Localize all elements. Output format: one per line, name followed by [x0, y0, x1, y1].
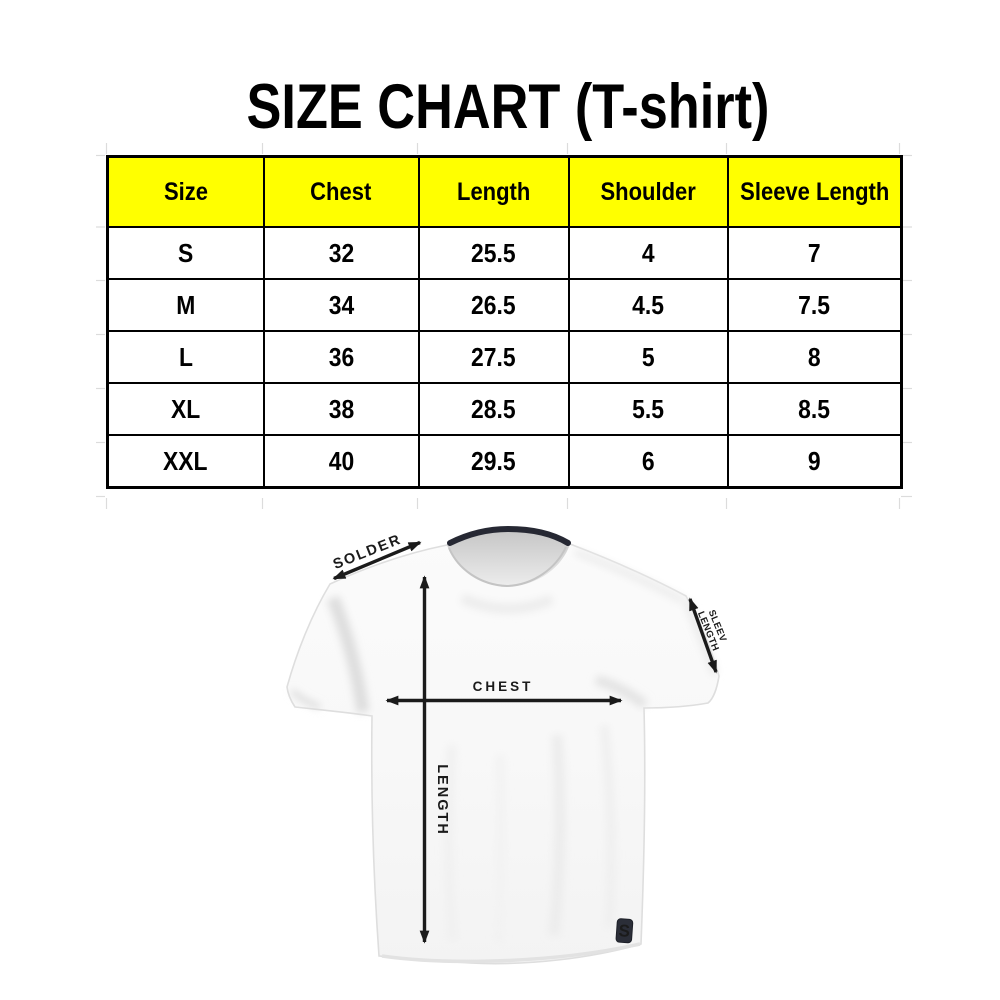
shoulder-cell: 4 — [567, 226, 729, 280]
cell-value: 36 — [328, 341, 354, 372]
length-cell: 27.5 — [417, 330, 570, 384]
shoulder-cell: 5 — [567, 330, 729, 384]
cell-value: 5.5 — [632, 393, 664, 424]
cell-value: XXL — [163, 445, 208, 476]
table-row: XXL 40 29.5 6 9 — [106, 434, 903, 489]
table-row: S 32 25.5 4 7 — [106, 226, 903, 280]
cell-value: 34 — [328, 289, 354, 320]
sleeve-length-cell: 7.5 — [726, 278, 903, 332]
shoulder-cell: 4.5 — [567, 278, 729, 332]
length-cell: 28.5 — [417, 382, 570, 436]
cell-value: XL — [171, 393, 201, 424]
cell-value: M — [176, 289, 196, 320]
shoulder-cell: 6 — [567, 434, 729, 489]
size-table: Size Chest Length Shoulder Sleeve Length… — [106, 155, 903, 489]
collar — [447, 525, 571, 546]
sleeve-length-cell: 7 — [726, 226, 903, 280]
header-label: Shoulder — [600, 177, 696, 206]
sleeve-length-cell: 8 — [726, 330, 903, 384]
header-cell-size: Size — [106, 155, 265, 228]
table-row: M 34 26.5 4.5 7.5 — [106, 278, 903, 332]
header-label: Size — [163, 177, 208, 206]
cell-value: L — [178, 341, 193, 372]
cell-value: 29.5 — [471, 445, 516, 476]
sleeve-length-cell: 8.5 — [726, 382, 903, 436]
cell-value: 7.5 — [798, 289, 831, 320]
length-label: LENGTH — [434, 764, 450, 836]
sleeve-label: SLEEV LENGTH — [695, 606, 731, 653]
length-cell: 25.5 — [417, 226, 570, 280]
neckline-seam — [448, 546, 567, 588]
sleeve-length-cell: 9 — [726, 434, 903, 489]
size-cell: L — [106, 330, 265, 384]
cell-value: 32 — [328, 237, 354, 268]
chest-cell: 40 — [262, 434, 420, 489]
fabric-shading — [290, 548, 719, 946]
cell-value: 4.5 — [632, 289, 664, 320]
size-cell: XXL — [106, 434, 265, 489]
chest-cell: 32 — [262, 226, 420, 280]
header-cell-sleeve-length: Sleeve Length — [726, 155, 903, 228]
shoulder-cell: 5.5 — [567, 382, 729, 436]
table-row: XL 38 28.5 5.5 8.5 — [106, 382, 903, 436]
header-cell-chest: Chest — [262, 155, 420, 228]
cell-value: 28.5 — [471, 393, 516, 424]
chest-cell: 36 — [262, 330, 420, 384]
cell-value: 8 — [807, 341, 821, 372]
cell-value: 27.5 — [471, 341, 516, 372]
size-cell: M — [106, 278, 265, 332]
cell-value: 5 — [641, 341, 655, 372]
length-cell: 26.5 — [417, 278, 570, 332]
header-cell-shoulder: Shoulder — [567, 155, 729, 228]
cell-value: 25.5 — [471, 237, 516, 268]
header-row: Size Chest Length Shoulder Sleeve Length — [106, 155, 903, 228]
cell-value: 40 — [328, 445, 354, 476]
chest-label: CHEST — [473, 679, 534, 694]
measurement-arrows — [332, 540, 718, 944]
chest-cell: 34 — [262, 278, 420, 332]
cell-value: 8.5 — [798, 393, 831, 424]
length-cell: 29.5 — [417, 434, 570, 489]
header-label: Length — [456, 177, 531, 206]
header-label: Chest — [310, 177, 372, 206]
cell-value: 4 — [641, 237, 655, 268]
table-row: L 36 27.5 5 8 — [106, 330, 903, 384]
cell-value: 26.5 — [471, 289, 516, 320]
size-table-container: Size Chest Length Shoulder Sleeve Length… — [106, 155, 903, 489]
tshirt-graphic: S — [286, 525, 720, 965]
cell-value: 38 — [328, 393, 354, 424]
page-title: SIZE CHART (T-shirt) — [246, 72, 770, 142]
shoulder-arrow — [332, 540, 422, 581]
cell-value: 7 — [807, 237, 821, 268]
size-cell: S — [106, 226, 265, 280]
header-cell-length: Length — [417, 155, 570, 228]
cell-value: 6 — [641, 445, 655, 476]
cell-value: 9 — [807, 445, 821, 476]
sleeve-arrow — [688, 597, 718, 674]
chest-cell: 38 — [262, 382, 420, 436]
brand-logo-tag: S — [615, 918, 634, 944]
cell-value: S — [178, 237, 194, 268]
size-cell: XL — [106, 382, 265, 436]
header-label: Sleeve Length — [739, 177, 889, 206]
hem-edge — [381, 942, 641, 964]
neck-opening — [447, 531, 570, 587]
brand-logo-letter: S — [618, 921, 631, 941]
